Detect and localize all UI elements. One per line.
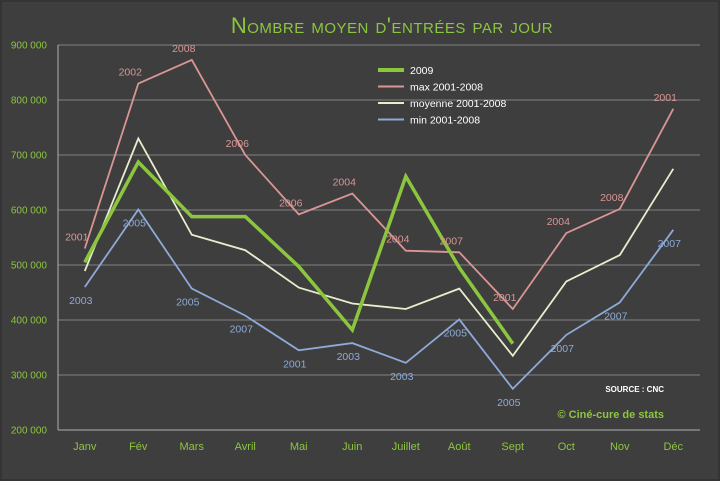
x-tick-label-dec: Déc [663, 441, 683, 453]
series-2009 [83, 159, 515, 345]
max-year-label-fev: 2002 [119, 67, 143, 79]
x-tick-label-sept: Sept [501, 441, 524, 453]
series-lines [83, 58, 675, 391]
min-year-label-dec: 2007 [658, 238, 682, 250]
x-tick-label-nov: Nov [610, 441, 630, 453]
min-year-label-janv: 2003 [69, 295, 93, 307]
legend-label-min-2001-2008: min 2001-2008 [410, 115, 480, 127]
chart-legend: 2009 max 2001-2008 moyenne 2001-2008 min 20… [378, 65, 506, 127]
axes: 200 000 300 000 400 000 500 000 600 000 700 0… [11, 41, 700, 453]
max-year-label-mars: 2008 [172, 43, 196, 55]
max-year-label-juillet: 2004 [386, 234, 410, 246]
y-tick-label-600000: 600 000 [11, 206, 48, 217]
series-line-max-2001-2008 [83, 58, 675, 311]
max-year-label-juin: 2004 [333, 177, 357, 189]
max-year-label-oct: 2004 [547, 216, 571, 228]
legend-label-2009: 2009 [410, 65, 434, 77]
source-label: SOURCE : CNC [605, 385, 664, 394]
min-year-label-juin: 2003 [337, 351, 361, 363]
legend-item-min-2001-2008: min 2001-2008 [378, 115, 480, 127]
max-year-label-janv: 2001 [65, 232, 89, 244]
x-tick-label-juillet: Juillet [392, 441, 420, 453]
y-tick-label-400000: 400 000 [11, 316, 48, 327]
max-year-label-dec: 2001 [654, 92, 678, 104]
min-year-label-avril: 2007 [230, 324, 254, 336]
y-tick-label-200000: 200 000 [11, 426, 48, 437]
max-year-label-nov: 2008 [600, 192, 624, 204]
min-year-label-juillet: 2003 [390, 371, 414, 383]
x-tick-label-oct: Oct [558, 441, 575, 453]
y-tick-label-900000: 900 000 [11, 41, 48, 52]
series-line-2009 [83, 159, 515, 345]
series-moyenne-2001-2008 [83, 136, 675, 358]
min-year-label-nov: 2007 [604, 310, 628, 322]
legend-label-moyenne-2001-2008: moyenne 2001-2008 [410, 98, 506, 110]
y-tick-label-300000: 300 000 [11, 371, 48, 382]
series-min-2001-2008 [84, 207, 675, 391]
max-year-label-sept: 2001 [493, 292, 517, 304]
x-tick-label-fev: Fév [129, 441, 148, 453]
min-year-label-aout: 2005 [444, 327, 468, 339]
chart-title: Nombre moyen d'entrées par jour [231, 13, 553, 38]
series-line-min-2001-2008 [84, 207, 675, 391]
x-tick-label-avril: Avril [235, 441, 256, 453]
grid-lines [58, 44, 700, 376]
max-year-label-avril: 2006 [226, 138, 250, 150]
min-year-label-oct: 2007 [551, 343, 575, 355]
min-year-label-fev: 2005 [123, 217, 147, 229]
credit-label: © Ciné-cure de stats [557, 409, 664, 421]
max-year-label-aout: 2007 [440, 235, 464, 247]
legend-item-max-2001-2008: max 2001-2008 [378, 82, 483, 94]
legend-label-max-2001-2008: max 2001-2008 [410, 82, 483, 94]
x-tick-label-mai: Mai [290, 441, 308, 453]
y-tick-label-500000: 500 000 [11, 261, 48, 272]
legend-item-moyenne-2001-2008: moyenne 2001-2008 [378, 98, 506, 110]
x-tick-label-juin: Juin [342, 441, 362, 453]
x-tick-label-mars: Mars [180, 441, 205, 453]
min-year-label-mars: 2005 [176, 297, 200, 309]
max-year-label-mai: 2006 [279, 197, 303, 209]
y-tick-label-800000: 800 000 [11, 96, 48, 107]
x-tick-label-aout: Août [448, 441, 471, 453]
series-max-2001-2008 [83, 58, 675, 311]
x-tick-label-janv: Janv [73, 441, 97, 453]
series-line-moyenne-2001-2008 [83, 136, 675, 358]
min-year-label-mai: 2001 [283, 358, 307, 370]
data-annotations: 2001 2002 2008 2006 2006 2004 2004 2007 2001 2004… [65, 43, 681, 409]
y-tick-label-700000: 700 000 [11, 151, 48, 162]
min-year-label-sept: 2005 [497, 397, 521, 409]
legend-item-2009: 2009 [378, 65, 434, 77]
